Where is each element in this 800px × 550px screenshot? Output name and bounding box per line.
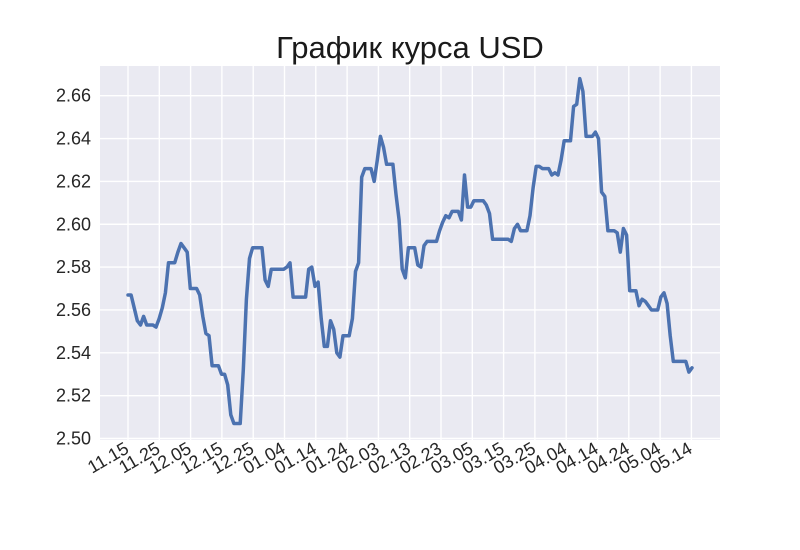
y-tick-label: 2.58 [56, 257, 91, 277]
series-marks [126, 76, 694, 426]
y-tick-label: 2.64 [56, 129, 91, 149]
y-tick-label: 2.66 [56, 86, 91, 106]
y-tick-label: 2.60 [56, 214, 91, 234]
y-tick-label: 2.52 [56, 386, 91, 406]
x-grid [127, 66, 693, 440]
usd-rate-points [127, 78, 693, 424]
y-tick-label: 2.50 [56, 429, 91, 449]
y-tick-labels: 2.50 2.52 2.54 2.56 2.58 2.60 2.62 2.64 2.66 [56, 86, 91, 449]
y-tick-label: 2.56 [56, 300, 91, 320]
chart-title: График курса USD [276, 30, 544, 65]
x-tick-labels: 11.1511.2512.0512.1512.2501.0401.1401.24… [84, 438, 695, 478]
usd-rate-line [126, 76, 694, 426]
y-tick-label: 2.62 [56, 171, 91, 191]
y-tick-label: 2.54 [56, 343, 91, 363]
